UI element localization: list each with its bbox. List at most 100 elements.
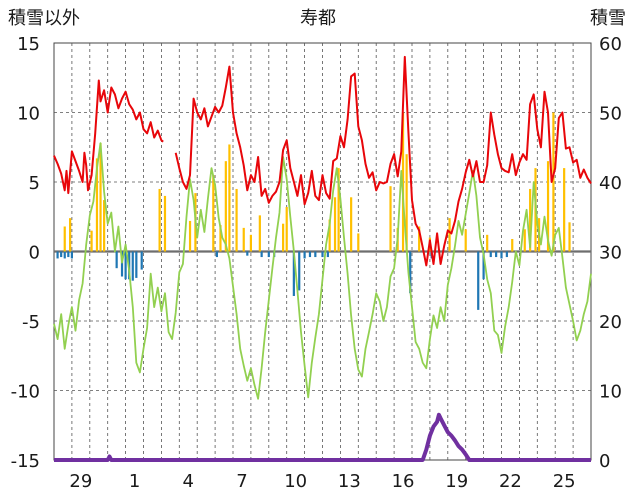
blue-bar [70, 251, 73, 259]
orange-bar [552, 112, 555, 252]
green-series-line [53, 142, 592, 400]
y-left-tick-label: 10 [17, 104, 40, 125]
x-tick-label: 29 [69, 471, 92, 492]
y-left-tick-label: 15 [17, 34, 40, 55]
orange-bar [69, 218, 72, 252]
orange-bar [224, 161, 227, 252]
blue-bar [115, 251, 118, 269]
y-left-tick-label: 5 [29, 173, 40, 194]
blue-bar [303, 251, 306, 259]
orange-bar [568, 222, 571, 252]
orange-bar [401, 112, 405, 252]
orange-bar [563, 168, 566, 252]
orange-bar [212, 175, 215, 252]
orange-bar [333, 197, 337, 252]
blue-bar [321, 251, 324, 258]
x-tick-label: 22 [499, 471, 522, 492]
orange-bar [529, 188, 532, 252]
x-tick-label: 13 [338, 471, 361, 492]
orange-bar [158, 188, 161, 252]
blue-bar [505, 251, 508, 258]
blue-bar [124, 251, 127, 280]
blue-bar [67, 251, 70, 258]
blue-bar [489, 251, 492, 258]
y-left-tick-label: -15 [11, 451, 40, 472]
purple-snow-line [54, 412, 591, 462]
line-layer [53, 55, 592, 462]
orange-bar [219, 225, 222, 252]
orange-bar [188, 220, 192, 252]
orange-bar [389, 186, 392, 252]
orange-bar [328, 219, 331, 252]
orange-bar [103, 200, 106, 252]
x-tick-label: 19 [445, 471, 468, 492]
blue-bar [56, 251, 59, 259]
y-right-tick-label: 30 [599, 243, 622, 264]
orange-bar [405, 154, 408, 252]
blue-bar [292, 251, 295, 296]
x-tick-label: 4 [183, 471, 194, 492]
blue-bar [482, 251, 485, 280]
orange-bar [523, 229, 526, 252]
y-left-tick-label: -10 [11, 382, 40, 403]
orange-bar [235, 188, 238, 252]
orange-bar [511, 238, 514, 252]
x-tick-label: 7 [236, 471, 247, 492]
orange-bar [357, 233, 360, 252]
blue-bar [60, 251, 63, 258]
axis-layer: 15 60 10 50 5 40 0 30 -5 20 -10 10 -15 0 29 1 4 7 10 13 16 19… [11, 34, 622, 492]
orange-bar [546, 161, 550, 252]
y-right-tick-label: 60 [599, 34, 622, 55]
y-right-tick-label: 50 [599, 104, 622, 125]
orange-bar [448, 218, 451, 252]
orange-bar [228, 144, 231, 252]
x-tick-label: 25 [553, 471, 576, 492]
blue-bar [246, 251, 249, 256]
blue-bar [409, 251, 412, 294]
blue-bar [267, 251, 270, 258]
blue-bar [63, 251, 66, 259]
blue-bar [215, 251, 218, 258]
orange-bar [285, 207, 288, 252]
y-right-tick-label: 20 [599, 312, 622, 333]
y-left-tick-label: -5 [22, 312, 40, 333]
x-tick-label: 16 [392, 471, 415, 492]
y-right-label: 積雪 [590, 8, 626, 29]
orange-bar [63, 226, 66, 252]
y-left-tick-label: 0 [29, 243, 40, 264]
orange-bar [418, 226, 421, 252]
blue-bar [500, 251, 503, 259]
blue-bar [260, 251, 263, 258]
blue-bar [140, 251, 143, 270]
blue-bar [131, 251, 134, 281]
bar-layer [56, 112, 571, 310]
orange-bar [163, 195, 167, 252]
orange-bar [95, 158, 99, 252]
x-tick-label: 10 [284, 471, 307, 492]
red-series-line [53, 79, 164, 195]
x-tick-label: 1 [129, 471, 140, 492]
blue-bar [314, 251, 317, 258]
orange-bar [486, 234, 489, 252]
orange-bar [282, 223, 285, 252]
orange-bar [249, 234, 252, 252]
blue-bar [495, 251, 498, 258]
red-series-line [174, 55, 592, 267]
orange-bar [337, 168, 340, 252]
y-left-label: 積雪以外 [8, 8, 80, 29]
y-right-tick-label: 10 [599, 382, 622, 403]
blue-bar [326, 251, 329, 258]
blue-bar [120, 251, 124, 277]
orange-bar [99, 143, 102, 252]
blue-bar [135, 251, 138, 278]
orange-bar [90, 230, 93, 252]
orange-bar [258, 215, 261, 252]
blue-bar [477, 251, 480, 310]
blue-bar [308, 251, 312, 258]
orange-bar [350, 197, 353, 252]
orange-bar [242, 227, 245, 252]
y-right-tick-label: 40 [599, 173, 622, 194]
chart-title: 寿都 [300, 8, 336, 29]
orange-bar [464, 229, 467, 252]
